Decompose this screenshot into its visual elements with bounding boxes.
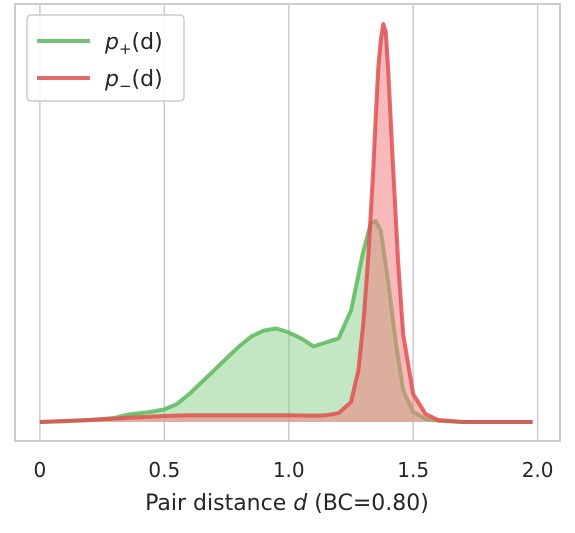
x-axis-label-prefix: Pair distance (145, 491, 293, 516)
series-layer (39, 22, 533, 424)
plot-area (14, 3, 561, 442)
x-tick-labels: 0 0.5 1.0 1.5 2.0 (34, 458, 554, 482)
series-line-2 (39, 22, 533, 424)
x-axis-label-variable: d (293, 491, 308, 516)
legend: p+(d) p−(d) (26, 14, 185, 102)
x-tick-label: 2.0 (522, 458, 554, 482)
x-axis-label: Pair distance d (BC=0.80) (145, 491, 429, 516)
x-tick-label: 0 (34, 458, 47, 482)
x-tick-label: 1.5 (397, 458, 429, 482)
plot-frame (14, 3, 561, 442)
x-axis-label-suffix: (BC=0.80) (307, 491, 429, 516)
legend-label: p+(d) (104, 30, 163, 58)
x-tick-label: 0.5 (148, 458, 180, 482)
series-area-1 (39, 221, 533, 422)
legend-label: p−(d) (104, 67, 163, 95)
x-tick-label: 1.0 (273, 458, 305, 482)
